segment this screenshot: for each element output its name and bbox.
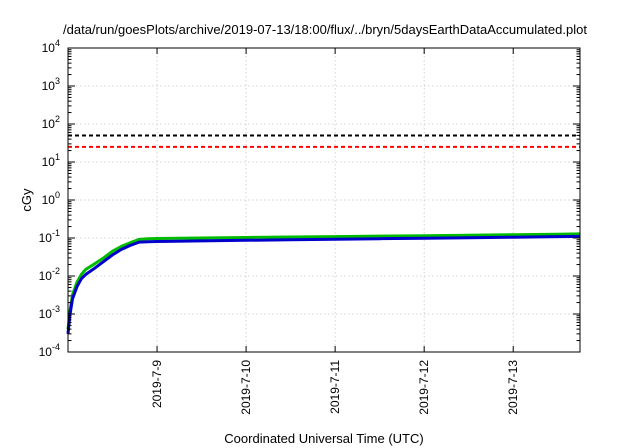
y-tick-label: 101 (42, 152, 60, 169)
y-axis-label: cGy (19, 188, 34, 212)
x-tick-label: 2019-7-9 (150, 360, 164, 408)
x-tick-label: 2019-7-10 (239, 360, 253, 415)
grid (68, 48, 580, 352)
y-tick-label: 10-4 (39, 342, 60, 359)
y-tick-exponent: 1 (55, 152, 60, 162)
y-tick-exponent: 4 (55, 38, 60, 48)
y-tick-base: 10 (39, 345, 53, 359)
y-tick-label: 100 (42, 190, 60, 207)
y-tick-base: 10 (39, 231, 53, 245)
series-line (66, 232, 581, 330)
y-tick-base: 10 (39, 307, 53, 321)
y-tick-label: 10-2 (39, 266, 60, 283)
reference-lines (68, 134, 580, 148)
y-tick-exponent: -2 (52, 266, 60, 276)
y-tick-exponent: -4 (52, 342, 60, 352)
y-tick-exponent: 2 (55, 114, 60, 124)
x-tick-label: 2019-7-12 (417, 360, 431, 415)
x-tick-label: 2019-7-11 (328, 360, 342, 414)
y-tick-base: 10 (42, 155, 56, 169)
x-tick-labels: 2019-7-9 2019-7-10 2019-7-11 2019-7-12 2019-… (150, 360, 520, 415)
y-tick-label: 10-1 (39, 228, 60, 245)
y-tick-exponent: -3 (52, 304, 60, 314)
y-tick-base: 10 (42, 117, 56, 131)
y-tick-base: 10 (42, 79, 56, 93)
y-tick-base: 10 (39, 269, 53, 283)
series-group (66, 232, 581, 335)
y-tick-label: 10-3 (39, 304, 60, 321)
x-axis-label: Coordinated Universal Time (UTC) (224, 431, 423, 446)
y-tick-exponent: 3 (55, 76, 60, 86)
y-tick-label: 103 (42, 76, 60, 93)
chart-title: /data/run/goesPlots/archive/2019-07-13/1… (63, 22, 587, 37)
y-tick-exponent: -1 (52, 228, 60, 238)
x-tick-label: 2019-7-13 (506, 360, 520, 415)
y-tick-exponent: 0 (55, 190, 60, 200)
y-tick-base: 10 (42, 41, 56, 55)
y-tick-label: 104 (42, 38, 60, 55)
y-tick-label: 102 (42, 114, 60, 131)
y-tick-base: 10 (42, 193, 56, 207)
series-line (66, 234, 581, 335)
ticks (68, 47, 580, 353)
